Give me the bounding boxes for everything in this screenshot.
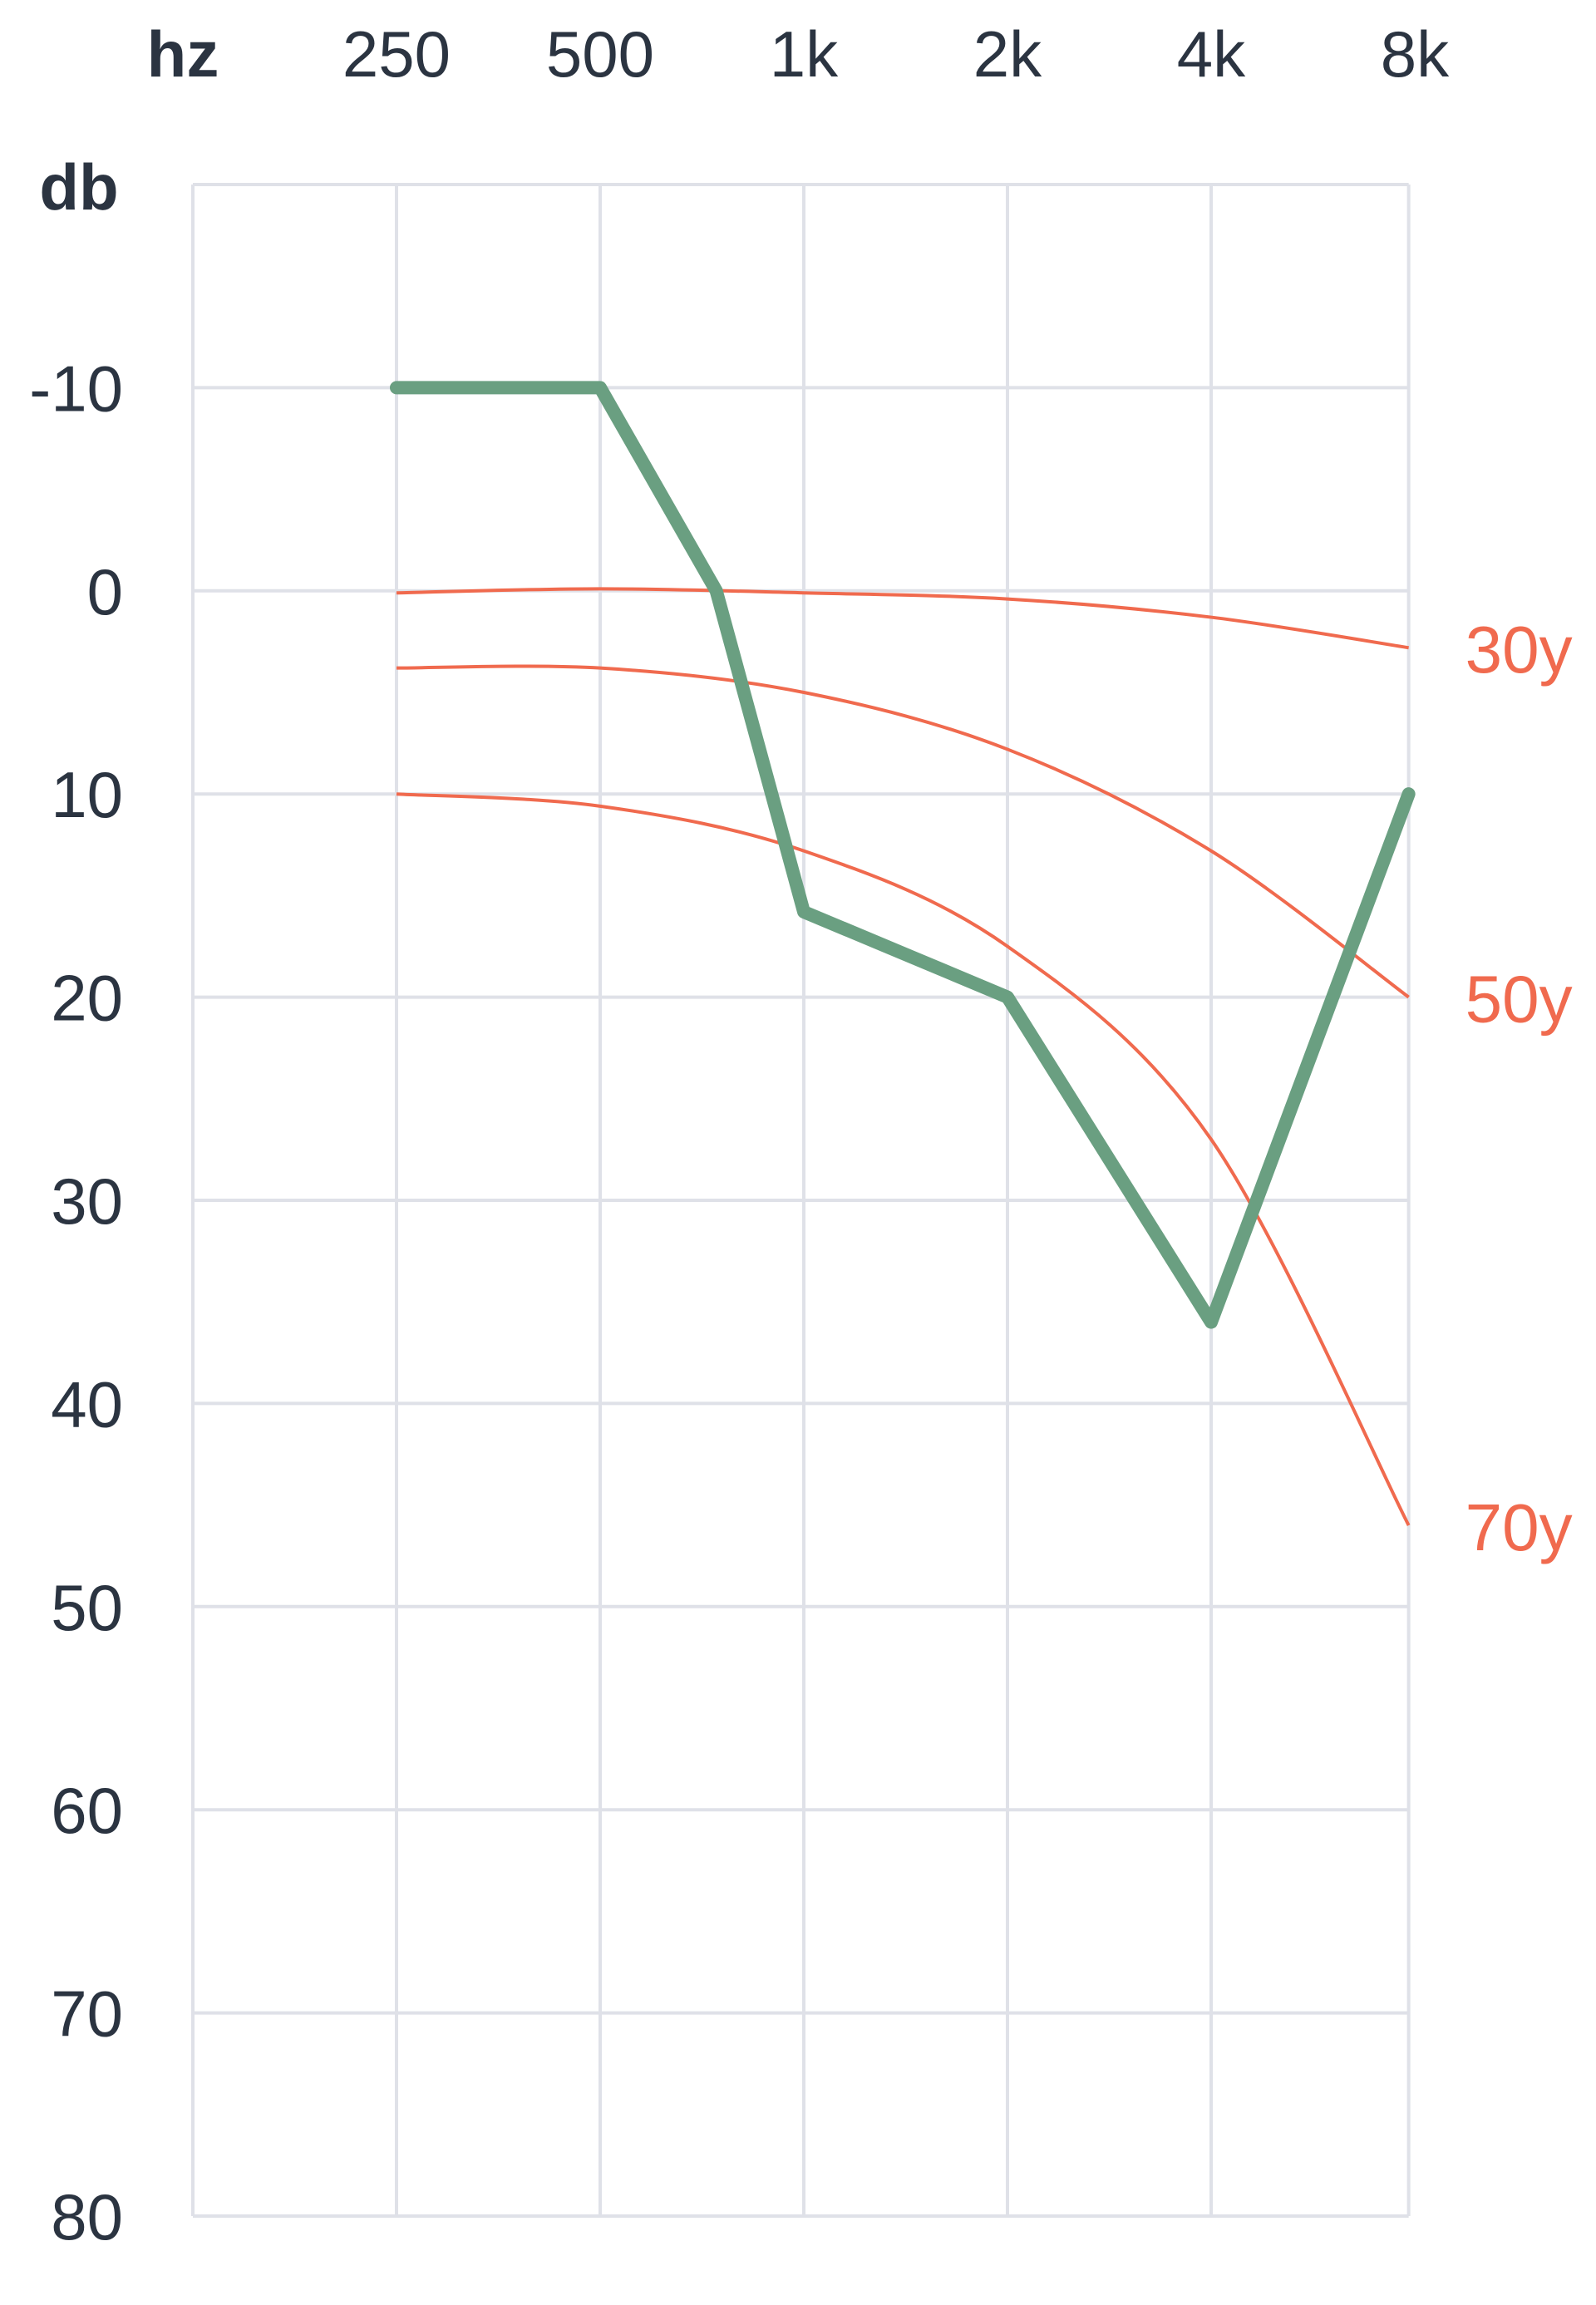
x-tick-label: 2k <box>973 17 1042 91</box>
measured-hearing-curve <box>390 381 1416 1329</box>
x-tick-label: 500 <box>546 17 654 91</box>
x-axis-label: hz <box>147 17 219 91</box>
measured-point <box>803 910 805 913</box>
y-tick-label: 60 <box>51 1774 123 1847</box>
measured-point <box>1407 793 1410 795</box>
reference-curve-70y <box>396 792 1411 1526</box>
age-reference-curves <box>396 587 1411 1526</box>
x-tick-label: 4k <box>1177 17 1246 91</box>
measured-point <box>1007 996 1008 998</box>
measured-line <box>390 381 1416 1329</box>
y-tick-label: 10 <box>51 758 123 831</box>
x-tick-label: 8k <box>1381 17 1450 91</box>
y-tick-label: 80 <box>51 2180 123 2253</box>
measured-point <box>599 387 601 389</box>
y-tick-label: 0 <box>87 555 123 628</box>
measured-point <box>715 589 717 592</box>
reference-curve-30y <box>396 587 1409 650</box>
y-tick-label: 40 <box>51 1367 123 1441</box>
measured-point <box>396 387 397 389</box>
curve-label-30y: 30y <box>1465 613 1573 687</box>
y-axis-tick-labels: -10 0 10 20 30 40 50 60 70 80 <box>29 352 123 2253</box>
y-tick-label: 50 <box>51 1571 123 1644</box>
y-axis-label: db <box>39 150 118 224</box>
chart-grid <box>191 183 1411 2218</box>
y-tick-label: -10 <box>29 352 123 425</box>
y-tick-label: 20 <box>51 962 123 1035</box>
y-tick-label: 70 <box>51 1977 123 2051</box>
curve-label-50y: 50y <box>1465 963 1573 1037</box>
y-tick-label: 30 <box>51 1165 123 1238</box>
measured-point <box>1210 1321 1212 1323</box>
reference-curve-50y <box>396 664 1410 999</box>
x-tick-label: 250 <box>342 17 451 91</box>
x-tick-label: 1k <box>770 17 839 91</box>
x-axis-tick-labels: 250 500 1k 2k 4k 8k <box>342 17 1450 91</box>
age-curve-labels: 30y 50y 70y <box>1465 613 1573 1564</box>
curve-label-70y: 70y <box>1465 1490 1573 1564</box>
